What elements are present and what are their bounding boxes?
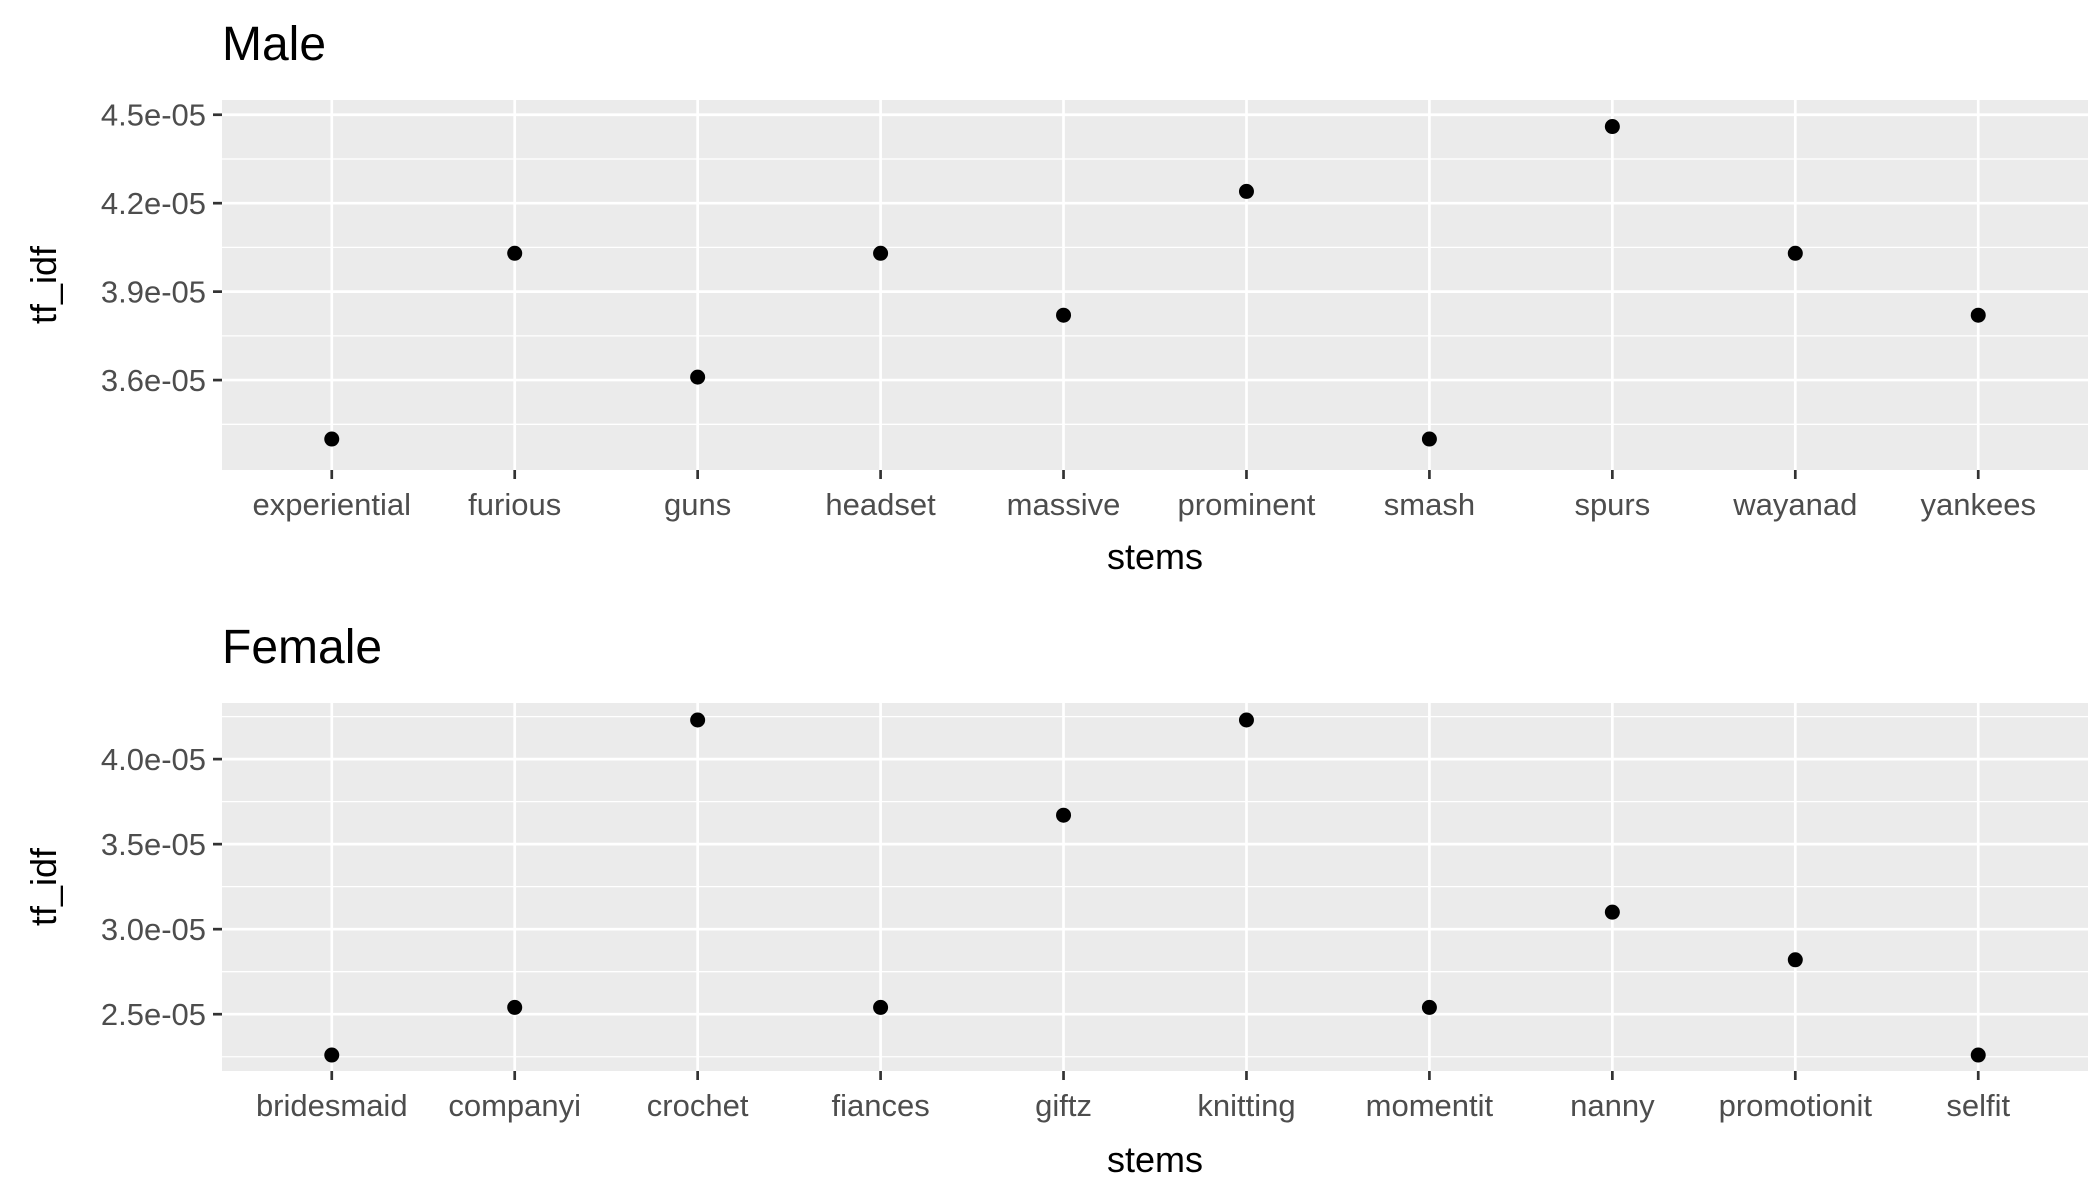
data-point xyxy=(873,999,889,1015)
x-tick-label: fiances xyxy=(831,1088,929,1123)
y-axis: 2.5e-05 3.0e-05 3.5e-05 4.0e-05 xyxy=(101,742,222,1032)
data-points xyxy=(324,119,1986,447)
data-point xyxy=(1421,431,1437,447)
plot-background xyxy=(222,100,2088,470)
y-tick-label: 2.5e-05 xyxy=(101,997,206,1032)
panel-title: Female xyxy=(222,621,382,674)
y-tick-label: 3.6e-05 xyxy=(101,363,206,398)
x-axis: experiential furious guns headset massive pro… xyxy=(252,470,2036,522)
data-point xyxy=(324,431,340,447)
y-axis: 3.6e-05 3.9e-05 4.2e-05 4.5e-05 xyxy=(101,98,222,398)
grid-lines xyxy=(222,100,2088,470)
x-axis-title: stems xyxy=(1107,1139,1203,1180)
x-tick-label: giftz xyxy=(1035,1088,1092,1123)
data-point xyxy=(690,712,706,728)
x-tick-label: yankees xyxy=(1921,487,2036,522)
x-tick-label: prominent xyxy=(1178,487,1316,522)
x-tick-label: headset xyxy=(825,487,936,522)
data-point xyxy=(1238,712,1254,728)
data-point xyxy=(324,1047,340,1063)
x-axis-title: stems xyxy=(1107,536,1203,577)
grid-lines xyxy=(222,703,2088,1071)
data-point xyxy=(1238,183,1254,199)
x-tick-label: companyi xyxy=(448,1088,581,1123)
data-point xyxy=(690,369,706,385)
x-tick-label: wayanad xyxy=(1732,487,1857,522)
female-panel: Female 2.5e-05 3.0e-05 3.5e-05 4.0e-05 brid… xyxy=(23,621,2088,1180)
y-axis-title: tf_idf xyxy=(23,245,64,324)
data-point xyxy=(507,999,523,1015)
panel-title: Male xyxy=(222,18,326,71)
data-points xyxy=(324,712,1986,1063)
y-tick-label: 3.0e-05 xyxy=(101,912,206,947)
x-axis: bridesmaid companyi crochet fiances giftz kni… xyxy=(256,1071,2010,1123)
x-tick-label: guns xyxy=(664,487,731,522)
y-axis-title: tf_idf xyxy=(23,847,64,926)
x-tick-label: selfit xyxy=(1946,1088,2010,1123)
data-point xyxy=(1056,807,1072,823)
x-tick-label: promotionit xyxy=(1719,1088,1873,1123)
data-point xyxy=(507,245,523,261)
y-tick-label: 4.2e-05 xyxy=(101,186,206,221)
x-tick-label: experiential xyxy=(252,487,411,522)
y-tick-label: 3.5e-05 xyxy=(101,827,206,862)
x-tick-label: crochet xyxy=(647,1088,749,1123)
data-point xyxy=(1970,1047,1986,1063)
x-tick-label: smash xyxy=(1384,487,1475,522)
x-tick-label: nanny xyxy=(1570,1088,1655,1123)
y-tick-label: 3.9e-05 xyxy=(101,275,206,310)
data-point xyxy=(1970,307,1986,323)
data-point xyxy=(1421,999,1437,1015)
data-point xyxy=(1604,119,1620,135)
data-point xyxy=(1056,307,1072,323)
data-point xyxy=(873,245,889,261)
data-point xyxy=(1787,245,1803,261)
x-tick-label: massive xyxy=(1007,487,1121,522)
x-tick-label: knitting xyxy=(1197,1088,1295,1123)
y-tick-label: 4.0e-05 xyxy=(101,742,206,777)
x-tick-label: momentit xyxy=(1366,1088,1494,1123)
data-point xyxy=(1787,952,1803,968)
male-panel: Male 3.6e-05 3.9e-05 4.2e-05 4.5e-05 experi… xyxy=(23,18,2088,577)
x-tick-label: spurs xyxy=(1574,487,1650,522)
y-tick-label: 4.5e-05 xyxy=(101,98,206,133)
x-tick-label: furious xyxy=(468,487,561,522)
data-point xyxy=(1604,904,1620,920)
x-tick-label: bridesmaid xyxy=(256,1088,408,1123)
